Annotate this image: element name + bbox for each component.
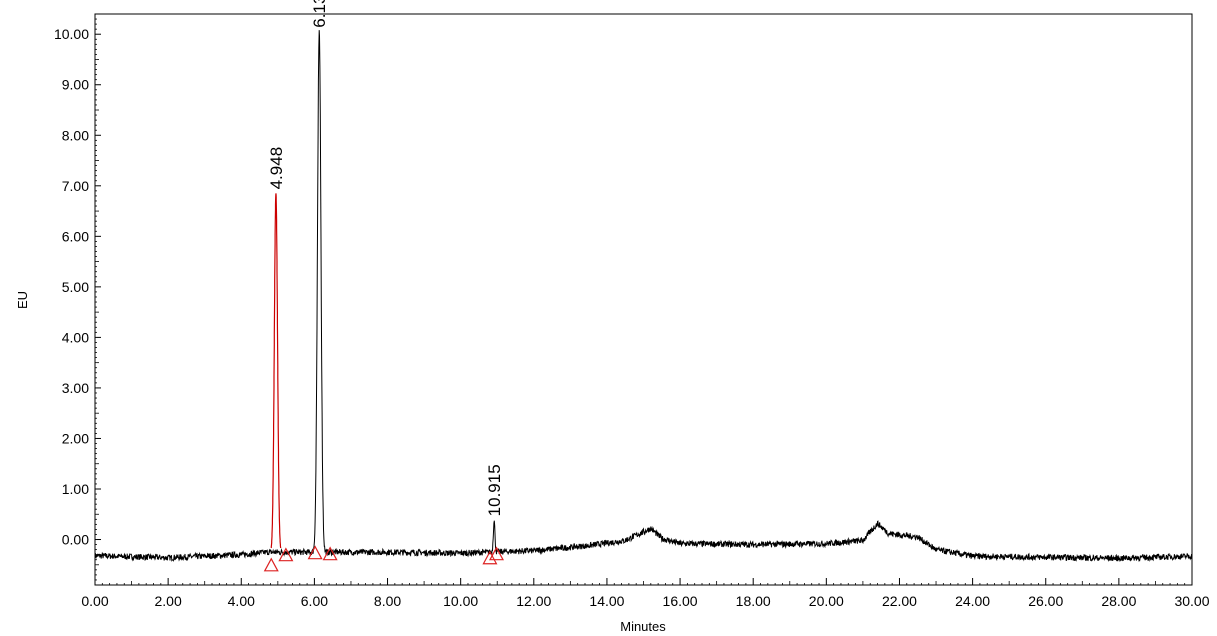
y-tick-label: 3.00 bbox=[62, 380, 89, 396]
integration-markers bbox=[263, 545, 505, 572]
y-tick-label: 1.00 bbox=[62, 481, 89, 497]
x-tick-label: 28.00 bbox=[1101, 593, 1136, 609]
plot-frame bbox=[94, 13, 1193, 586]
peak-label: 6.132 bbox=[310, 0, 329, 28]
x-tick-label: 20.00 bbox=[809, 593, 844, 609]
x-tick-label: 26.00 bbox=[1028, 593, 1063, 609]
integration-marker bbox=[278, 547, 294, 562]
y-tick-label: 4.00 bbox=[62, 329, 89, 345]
highlighted-peak-trace bbox=[270, 193, 282, 549]
x-tick-label: 22.00 bbox=[882, 593, 917, 609]
peak-label: 4.948 bbox=[267, 147, 286, 190]
x-tick-label: 24.00 bbox=[955, 593, 990, 609]
y-tick-label: 6.00 bbox=[62, 228, 89, 244]
y-tick-label: 2.00 bbox=[62, 430, 89, 446]
x-tick-label: 6.00 bbox=[301, 593, 328, 609]
x-tick-label: 12.00 bbox=[516, 593, 551, 609]
integration-marker bbox=[322, 546, 338, 561]
peak-labels: 4.948 6.132 10.915 bbox=[267, 0, 504, 516]
integration-marker bbox=[307, 545, 323, 560]
integration-marker bbox=[263, 557, 279, 572]
y-tick-label: 9.00 bbox=[62, 77, 89, 93]
y-tick-label: 5.00 bbox=[62, 279, 89, 295]
signal-trace bbox=[94, 30, 1193, 563]
x-tick-label: 14.00 bbox=[589, 593, 624, 609]
x-tick-label: 2.00 bbox=[155, 593, 182, 609]
x-tick-label: 30.00 bbox=[1174, 593, 1209, 609]
x-tick-label: 8.00 bbox=[374, 593, 401, 609]
x-tick-label: 16.00 bbox=[663, 593, 698, 609]
y-axis: 0.00 1.00 2.00 3.00 4.00 5.00 6.00 7.00 8.00 9.00… bbox=[54, 13, 101, 581]
y-axis-title: EU bbox=[15, 291, 30, 309]
y-tick-label: 7.00 bbox=[62, 178, 89, 194]
traces bbox=[94, 30, 1193, 563]
x-axis: 0.00 2.00 4.00 6.00 8.00 10.00 12.00 14.00 16.00… bbox=[81, 578, 1210, 609]
y-tick-label: 8.00 bbox=[62, 127, 89, 143]
x-tick-label: 0.00 bbox=[81, 593, 108, 609]
x-tick-label: 10.00 bbox=[443, 593, 478, 609]
y-tick-label: 0.00 bbox=[62, 532, 89, 548]
x-axis-title: Minutes bbox=[620, 619, 666, 634]
y-tick-label: 10.00 bbox=[54, 26, 89, 42]
integration-marker bbox=[488, 546, 505, 561]
peak-label: 10.915 bbox=[485, 464, 504, 516]
x-tick-label: 4.00 bbox=[228, 593, 255, 609]
integration-marker bbox=[482, 550, 498, 565]
x-tick-label: 18.00 bbox=[736, 593, 771, 609]
